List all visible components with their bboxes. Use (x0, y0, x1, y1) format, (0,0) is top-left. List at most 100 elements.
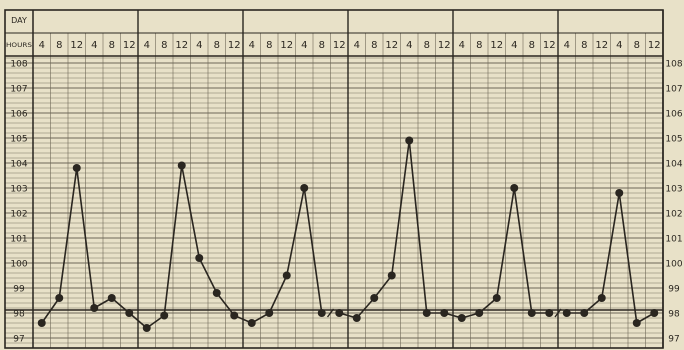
hour-tick-label: 8 (476, 40, 482, 51)
temperature-points (37, 136, 659, 332)
data-point (125, 309, 134, 317)
hour-tick-label: 8 (266, 40, 272, 51)
y-tick-label: 108 (665, 60, 682, 70)
series-break-mark (554, 308, 562, 318)
hour-tick-label: 4 (91, 40, 97, 51)
hour-tick-label: 8 (371, 40, 377, 51)
data-point (177, 161, 186, 170)
y-tick-label: 104 (10, 160, 27, 170)
hour-tick-label: 4 (616, 40, 622, 51)
data-point (440, 309, 449, 317)
grid-minor (5, 33, 663, 349)
data-point (352, 314, 361, 322)
data-point (142, 324, 151, 332)
data-point (405, 136, 414, 145)
hour-tick-label: 8 (109, 40, 115, 51)
hours-row-label: HOURS (6, 42, 32, 49)
data-point (160, 311, 169, 320)
y-tick-label: 103 (10, 185, 27, 195)
data-point (545, 309, 554, 317)
data-point (615, 189, 624, 197)
data-point (212, 289, 221, 297)
series-break-mark (326, 308, 335, 318)
data-point (107, 294, 116, 302)
y-tick-label: 105 (10, 135, 27, 145)
hour-tick-label: 8 (214, 40, 220, 51)
data-point (265, 309, 274, 317)
grid-major (4, 9, 664, 349)
y-tick-label: 101 (10, 235, 27, 245)
hour-tick-label: 12 (385, 40, 398, 51)
data-point (510, 184, 519, 192)
hour-tick-label: 4 (511, 40, 517, 51)
y-tick-label: 107 (665, 85, 682, 95)
y-tick-label: 102 (665, 210, 682, 220)
hour-tick-label: 4 (406, 40, 412, 51)
hour-tick-label: 12 (228, 40, 241, 51)
y-tick-label: 97 (13, 335, 24, 345)
y-tick-label: 100 (665, 260, 682, 270)
data-point (195, 254, 204, 262)
hour-tick-label: 12 (280, 40, 293, 51)
data-point (457, 314, 466, 322)
data-point (387, 271, 396, 280)
data-point (632, 319, 641, 327)
y-tick-label: 104 (665, 160, 682, 170)
data-point (282, 271, 291, 280)
data-point (55, 294, 64, 302)
y-tick-label: 100 (10, 260, 27, 270)
y-axis-labels-right: 108 107 106 105 104 103 102 101 100 99 98 97 (665, 60, 682, 345)
data-point (37, 319, 46, 327)
hour-tick-label: 12 (438, 40, 451, 51)
hour-tick-label: 12 (70, 40, 83, 51)
y-tick-label: 108 (10, 60, 27, 70)
data-point (300, 184, 309, 192)
y-tick-label: 97 (668, 335, 679, 345)
y-tick-label: 102 (10, 210, 27, 220)
y-tick-label: 105 (665, 135, 682, 145)
hour-tick-label: 4 (196, 40, 202, 51)
data-point (562, 309, 571, 317)
data-point (597, 294, 606, 302)
hour-tick-label: 8 (634, 40, 640, 51)
data-point (492, 294, 501, 302)
y-tick-label: 101 (665, 235, 682, 245)
hour-tick-label: 4 (144, 40, 150, 51)
y-axis-labels-left: 108 107 106 105 104 103 102 101 100 99 98 97 (10, 60, 27, 345)
hour-tick-label: 8 (56, 40, 62, 51)
data-point (247, 319, 256, 327)
day-row-label: DAY (11, 16, 27, 25)
hour-tick-label: 4 (354, 40, 360, 51)
hour-tick-label: 12 (490, 40, 503, 51)
hour-labels: 4 8 12 4 8 12 4 8 12 4 8 12 4 8 12 4 8 12 4 8 12 4 8 12 4 8 12 4 8 12… (39, 40, 661, 51)
data-point (335, 309, 344, 317)
y-tick-label: 98 (668, 310, 680, 320)
hour-tick-label: 12 (333, 40, 346, 51)
hour-tick-label: 4 (301, 40, 307, 51)
hour-tick-label: 12 (543, 40, 556, 51)
hour-tick-label: 4 (39, 40, 45, 51)
data-point (580, 309, 589, 317)
hour-tick-label: 8 (319, 40, 325, 51)
hour-tick-label: 4 (249, 40, 255, 51)
data-point (90, 304, 99, 312)
hour-tick-label: 12 (123, 40, 136, 51)
y-tick-label: 103 (665, 185, 682, 195)
data-point (475, 309, 484, 317)
hour-tick-label: 4 (459, 40, 465, 51)
hour-tick-label: 8 (161, 40, 167, 51)
data-point (422, 309, 431, 317)
y-tick-label: 106 (665, 110, 682, 120)
data-point (317, 309, 326, 317)
hour-tick-label: 12 (175, 40, 188, 51)
hour-tick-label: 8 (424, 40, 430, 51)
y-tick-label: 99 (13, 285, 25, 295)
y-tick-label: 106 (10, 110, 27, 120)
data-point (72, 164, 81, 172)
data-point (230, 311, 239, 320)
y-tick-label: 99 (668, 285, 680, 295)
hour-tick-label: 12 (595, 40, 608, 51)
hour-tick-label: 12 (648, 40, 661, 51)
